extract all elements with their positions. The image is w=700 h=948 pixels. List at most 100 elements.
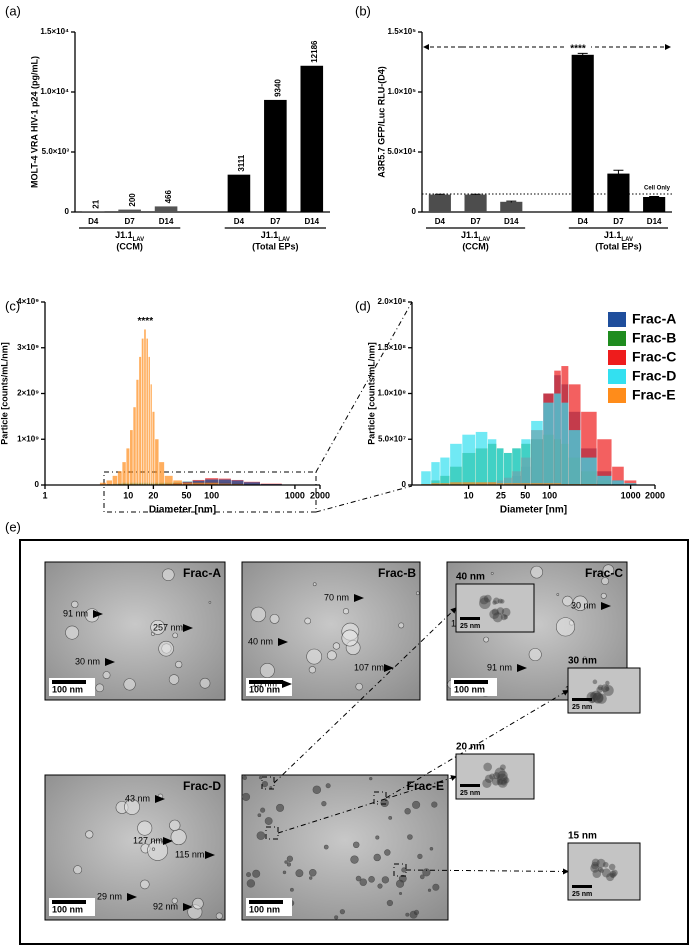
texture xyxy=(601,684,610,693)
panel-label: (b) xyxy=(355,3,371,18)
size-label: 257 nm xyxy=(153,622,183,632)
x-tick-label: D14 xyxy=(159,217,174,226)
legend-swatch xyxy=(608,331,626,346)
particle xyxy=(398,874,407,883)
particle xyxy=(151,847,156,851)
hist-bar xyxy=(462,434,476,485)
particle xyxy=(258,776,263,780)
particle xyxy=(269,613,280,624)
particle xyxy=(289,887,294,892)
texture xyxy=(479,595,489,605)
hist-bar xyxy=(512,448,521,485)
particle xyxy=(415,591,420,596)
arrowhead xyxy=(155,795,165,803)
arrowhead xyxy=(354,594,364,602)
particle xyxy=(259,663,275,678)
texture xyxy=(496,607,505,615)
hist-bar xyxy=(475,482,488,485)
group-name: J1.1 xyxy=(115,230,133,240)
particle xyxy=(429,846,434,851)
x-tick-label: D4 xyxy=(234,217,245,226)
texture xyxy=(500,599,505,604)
x-tick-label: 2000 xyxy=(310,490,330,500)
legend-label: Frac-B xyxy=(632,330,676,346)
particle xyxy=(256,831,266,840)
legend-swatch xyxy=(608,312,626,327)
y-axis-label: Particle [counts/mL/nm] xyxy=(0,342,9,445)
texture xyxy=(491,608,499,616)
particle xyxy=(422,868,431,877)
particle xyxy=(124,798,140,815)
texture xyxy=(605,680,610,686)
hist-bar xyxy=(475,431,488,485)
texture xyxy=(610,872,616,878)
hist-bar xyxy=(218,483,231,485)
particle xyxy=(261,781,268,788)
texture xyxy=(596,686,603,693)
size-label: 13 nm xyxy=(252,678,277,688)
group-name: J1.1 xyxy=(261,230,279,240)
texture xyxy=(599,868,605,874)
arrowhead xyxy=(183,624,193,632)
particle xyxy=(419,874,425,880)
particle xyxy=(373,853,381,862)
scale-label: 100 nm xyxy=(249,904,280,914)
y-axis-label: Particle [counts/mL/nm] xyxy=(366,342,376,445)
particle xyxy=(386,899,393,907)
hist-bar xyxy=(612,480,624,485)
x-tick-label: 1000 xyxy=(285,490,305,500)
texture xyxy=(483,594,492,603)
texture xyxy=(590,863,600,873)
scale-label: 25 nm xyxy=(572,704,592,711)
texture xyxy=(596,693,607,704)
texture xyxy=(606,873,615,882)
texture xyxy=(479,597,491,610)
particle xyxy=(257,813,262,818)
texture xyxy=(611,869,618,877)
hist-bar xyxy=(126,448,130,485)
texture xyxy=(605,686,610,692)
size-label: 107 nm xyxy=(354,662,384,672)
inset-label: 40 nm xyxy=(456,572,485,583)
hist-bar xyxy=(440,457,450,485)
hist-bar xyxy=(504,483,512,485)
particle xyxy=(208,601,212,604)
scale-bar xyxy=(249,900,283,904)
particle xyxy=(171,897,178,904)
y-tick-label: 5.0×10⁷ xyxy=(378,434,406,443)
group-note: (Total EPs) xyxy=(252,241,298,251)
hist-bar xyxy=(139,356,142,485)
particle xyxy=(483,636,489,643)
legend-swatch xyxy=(608,369,626,384)
bar xyxy=(227,174,251,212)
bar xyxy=(118,209,141,212)
x-tick-label: D4 xyxy=(435,217,446,226)
group-sub: LAV xyxy=(133,237,145,243)
hist-bar xyxy=(231,480,244,485)
y-tick-label: 0 xyxy=(412,207,417,216)
hist-bar xyxy=(133,407,136,485)
texture xyxy=(497,773,508,785)
hist-bar xyxy=(130,430,133,485)
hist-bar xyxy=(624,480,637,485)
bar xyxy=(154,206,178,212)
hist-bar xyxy=(117,471,122,485)
micrograph-title: Frac-D xyxy=(183,779,221,793)
y-tick-label: 1.5×10⁸ xyxy=(378,343,407,352)
panel-label: (c) xyxy=(5,298,20,313)
x-tick-label: D14 xyxy=(504,217,519,226)
particle xyxy=(490,572,494,575)
hist-bar xyxy=(521,483,531,485)
texture xyxy=(591,861,599,870)
texture xyxy=(497,770,508,782)
group-label: J1.1LAV xyxy=(604,230,633,242)
texture xyxy=(500,779,507,786)
particle xyxy=(375,835,380,840)
hist-bar xyxy=(146,338,148,485)
particle xyxy=(73,865,83,875)
texture xyxy=(602,685,614,696)
x-tick-label: 20 xyxy=(148,490,158,500)
particle xyxy=(158,640,174,657)
scale-bar xyxy=(52,680,86,684)
hist-bar xyxy=(561,402,569,485)
